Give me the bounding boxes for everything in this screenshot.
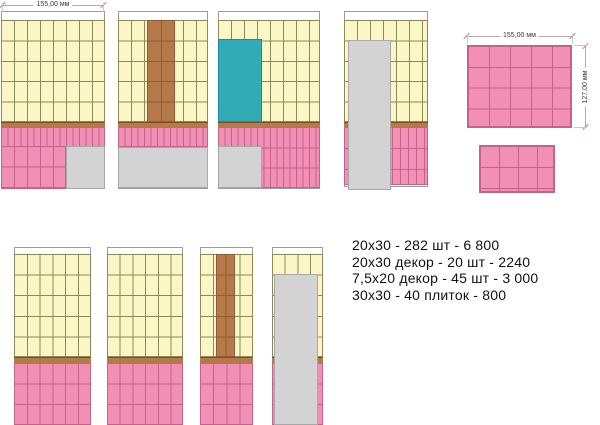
dimension-floor-width-label: 155,00 мм	[500, 31, 539, 40]
wall2-opening-block	[118, 147, 208, 188]
extension-line	[103, 3, 104, 12]
wall5-pink-tiles	[14, 363, 91, 425]
legend-line-7-5x20-decor: 7,5х20 декор - 45 шт - 3 000	[352, 270, 539, 286]
wall1-yellow-tiles	[1, 20, 105, 122]
wall4-door-block	[348, 40, 391, 190]
wall7-border-strip	[200, 357, 253, 363]
dimension-wall-width: 155,00 мм	[0, 0, 107, 10]
wall5-yellow-tiles	[14, 254, 91, 357]
wall5-border-strip	[14, 357, 91, 363]
extension-line	[574, 127, 587, 128]
wall6-yellow-tiles	[107, 254, 183, 357]
wall1-opening-block	[66, 146, 105, 189]
wall3-teal-panel	[218, 39, 262, 122]
wall1-border-strip	[1, 122, 105, 127]
wall3-opening-block	[218, 146, 262, 188]
extension-line	[2, 3, 3, 12]
dimension-floor-height-label: 127,00 мм	[582, 67, 589, 106]
dimension-floor-width: 155,00 мм	[463, 31, 576, 41]
extension-line	[467, 34, 468, 44]
wall7-accent-stripe	[216, 254, 235, 357]
tile-quantities-legend: 20х30 - 282 шт - 6 800 20х30 декор - 20 …	[352, 237, 582, 303]
legend-line-20x30: 20х30 - 282 шт - 6 800	[352, 237, 500, 253]
wall1-pink-decor-row	[1, 127, 105, 147]
wall8-door-block	[274, 274, 318, 425]
wall2-border-strip	[118, 122, 208, 127]
legend-line-30x30: 30х30 - 40 плиток - 800	[352, 286, 507, 303]
floor-main-tiles	[467, 45, 572, 128]
extension-line	[574, 45, 587, 46]
extension-line	[572, 34, 573, 44]
dimension-floor-height: 127,00 мм	[581, 42, 591, 131]
wall6-border-strip	[107, 357, 183, 363]
wall2-accent-stripe	[147, 20, 175, 122]
wall7-pink-tiles	[200, 363, 253, 425]
dimension-wall-width-label: 155,00 мм	[33, 0, 73, 9]
floor-extra-tiles	[479, 145, 555, 193]
wall2-pink-decor-row	[118, 127, 208, 147]
wall1-pink-tiles	[1, 146, 66, 189]
wall3-border-strip	[218, 122, 320, 127]
wall6-pink-tiles	[107, 363, 183, 425]
legend-line-20x30-decor: 20х30 декор - 20 шт - 2240	[352, 253, 531, 270]
